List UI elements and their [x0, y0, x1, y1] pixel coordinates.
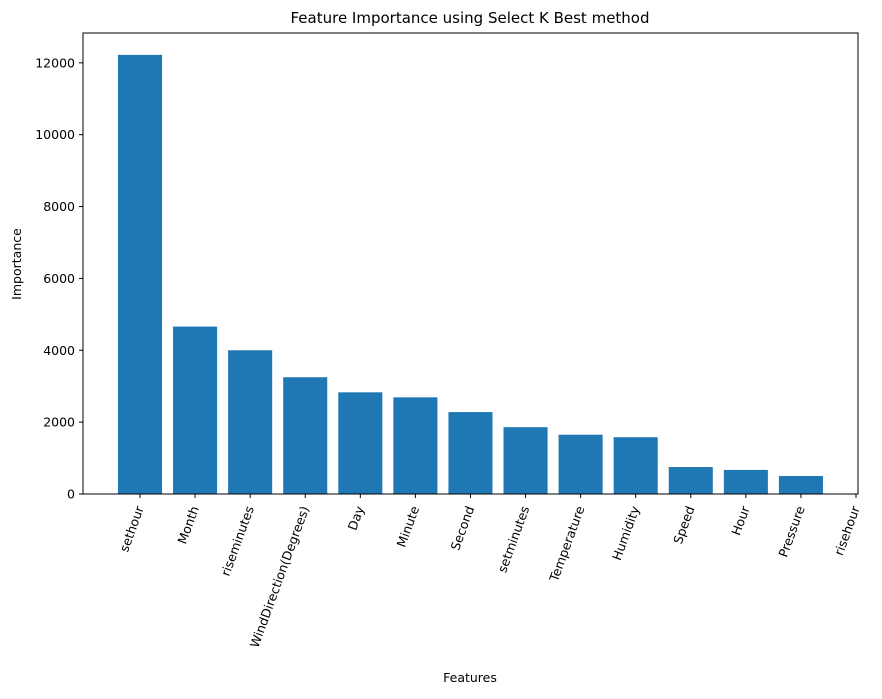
bar-humidity [613, 437, 658, 494]
bar-temperature [558, 434, 603, 494]
y-tick-label: 6000 [43, 271, 75, 286]
bars-group [117, 54, 823, 495]
bar-hour [723, 469, 768, 494]
x-tick-label: WindDirection(Degrees) [247, 504, 312, 650]
bar-day [338, 392, 383, 494]
y-tick-label: 4000 [43, 343, 75, 358]
y-tick-label: 8000 [43, 199, 75, 214]
bar-setminutes [503, 427, 548, 494]
x-tick-label: Temperature [546, 504, 588, 585]
chart-title: Feature Importance using Select K Best m… [290, 9, 649, 27]
bar-second [448, 412, 493, 494]
x-tick-label: Pressure [775, 504, 807, 560]
y-tick-label: 10000 [35, 127, 75, 142]
x-tick-label: Minute [393, 504, 422, 550]
bar-winddirection-degrees- [283, 377, 328, 494]
x-tick-label: risehour [831, 503, 863, 557]
y-tick-label: 12000 [35, 55, 75, 70]
x-axis-label: Features [443, 670, 497, 685]
x-tick-label: Second [447, 504, 477, 552]
y-tick-label: 2000 [43, 415, 75, 430]
bar-sethour [117, 54, 163, 495]
x-tick-label: riseminutes [218, 504, 257, 578]
x-tick-label: Humidity [609, 503, 643, 562]
y-axis: 0 2000 4000 6000 8000 10000 12000 [35, 55, 83, 502]
bar-speed [668, 467, 713, 494]
x-axis: sethour Month riseminutesWindDirection(Deg… [116, 494, 863, 650]
x-tick-label: Month [174, 504, 201, 546]
x-tick-label: setminutes [494, 504, 532, 575]
bar-minute [393, 397, 438, 494]
bar-riseminutes [228, 350, 273, 494]
x-tick-label: Day [345, 503, 368, 532]
bar-month [173, 326, 218, 494]
x-tick-label: Hour [728, 503, 753, 537]
bar-pressure [778, 476, 823, 494]
x-tick-label: sethour [116, 503, 147, 554]
y-tick-label: 0 [67, 487, 75, 502]
y-axis-label: Importance [9, 228, 24, 300]
x-tick-label: Speed [670, 504, 697, 546]
